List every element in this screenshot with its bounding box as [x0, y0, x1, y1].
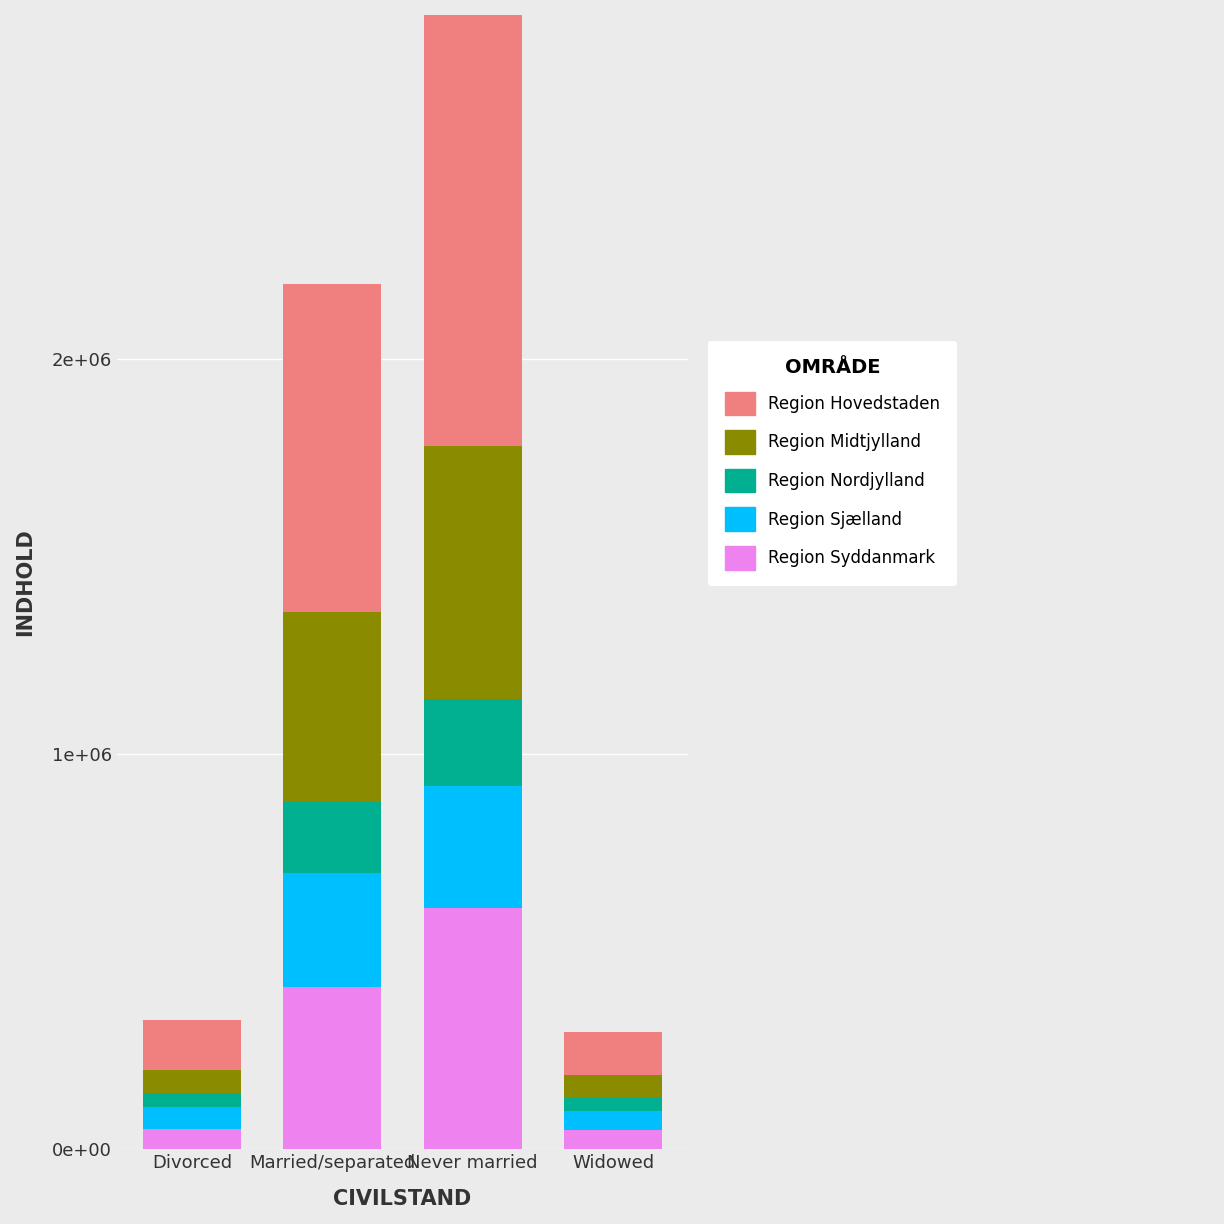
- Bar: [143, 1021, 241, 1070]
- Bar: [564, 1098, 662, 1110]
- Y-axis label: INDHOLD: INDHOLD: [15, 529, 35, 636]
- Bar: [564, 1110, 662, 1130]
- Bar: [424, 446, 521, 699]
- Bar: [143, 1070, 241, 1093]
- Bar: [143, 1129, 241, 1149]
- Bar: [283, 873, 382, 988]
- Bar: [283, 802, 382, 873]
- X-axis label: CIVILSTAND: CIVILSTAND: [333, 1189, 471, 1209]
- Bar: [143, 1108, 241, 1129]
- Legend: Region Hovedstaden, Region Midtjylland, Region Nordjylland, Region Sjælland, Reg: Region Hovedstaden, Region Midtjylland, …: [707, 341, 957, 586]
- Bar: [424, 699, 521, 786]
- Bar: [143, 1093, 241, 1108]
- Bar: [564, 1075, 662, 1098]
- Bar: [424, 786, 521, 908]
- Bar: [283, 284, 382, 612]
- Bar: [564, 1130, 662, 1149]
- Bar: [424, 908, 521, 1149]
- Bar: [564, 1032, 662, 1075]
- Bar: [283, 988, 382, 1149]
- Bar: [283, 612, 382, 802]
- Bar: [424, 0, 521, 446]
